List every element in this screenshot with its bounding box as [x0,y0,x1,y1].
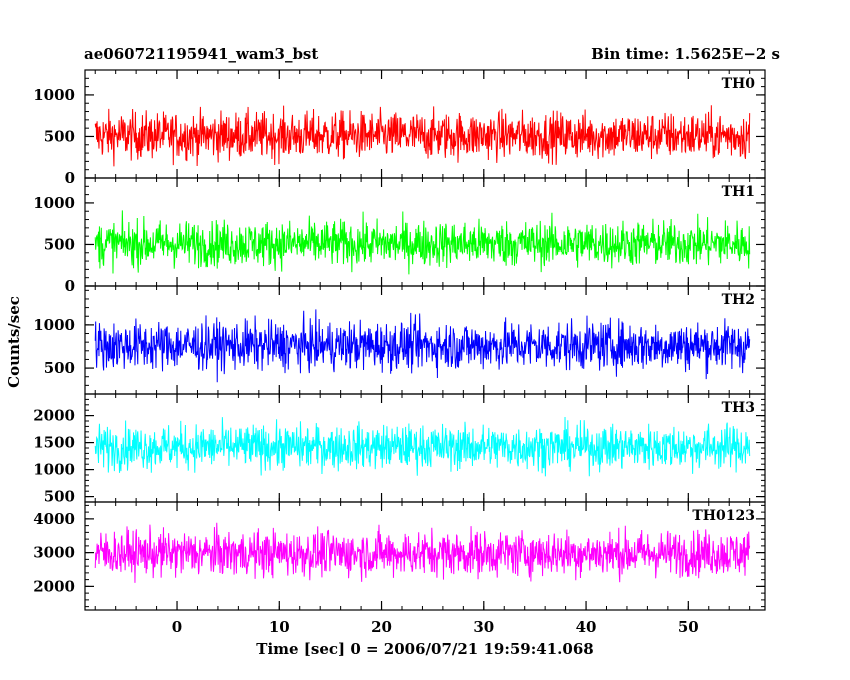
y-axis-label: Counts/sec [5,296,23,388]
y-tick-label: 2000 [33,407,75,425]
panel-label: TH1 [722,184,755,200]
panel-label: TH2 [722,292,755,308]
panel-th0: 0 500 1000 TH0 [33,69,766,187]
panel-label: TH3 [722,400,755,416]
y-tick-label: 500 [44,127,75,145]
y-tick-label: 500 [44,235,75,253]
y-tick-label: 3000 [33,544,75,562]
series-th3 [94,416,751,477]
x-tick-label: 50 [678,618,699,636]
panels-group: 05001000TH005001000TH15001000TH250010001… [33,69,766,636]
x-tick-label: 0 [172,618,182,636]
y-tick-label: 1500 [33,434,75,452]
chart-title-left: ae060721195941_wam3_bst [84,45,318,63]
y-tick-label: 2000 [33,577,75,595]
y-tick-label: 500 [44,359,75,377]
panel-label: TH0 [722,76,756,92]
y-tick-label: 1000 [33,461,75,479]
series-th1 [94,210,751,275]
panel-th0123: 2000 3000 4000 TH0123 [33,501,766,611]
y-tick-label: 1000 [33,86,75,104]
y-tick-label: 1000 [33,316,75,334]
panel-th2: 500 1000 TH2 [33,285,766,395]
panel-label: TH0123 [692,508,755,524]
y-tick-label: 500 [44,488,75,506]
panel-th1: 0 500 1000 TH1 [33,177,766,295]
x-tick-label: 40 [576,618,597,636]
y-tick-label: 0 [65,169,75,187]
x-tick-label: 30 [473,618,494,636]
panel-frame [84,501,766,611]
y-tick-label: 0 [65,277,75,295]
x-tick-label: 10 [269,618,290,636]
series-th0 [94,105,751,167]
series-th2 [94,309,751,383]
y-tick-label: 1000 [33,194,75,212]
y-tick-label: 4000 [33,510,75,528]
x-axis-label: Time [sec] 0 = 2006/07/21 19:59:41.068 [256,640,593,658]
chart-title-right: Bin time: 1.5625E−2 s [591,45,780,63]
panel-th3: 500 1000 1500 2000 TH3 [33,393,766,506]
x-tick-label: 20 [371,618,392,636]
series-th0123 [94,522,751,583]
